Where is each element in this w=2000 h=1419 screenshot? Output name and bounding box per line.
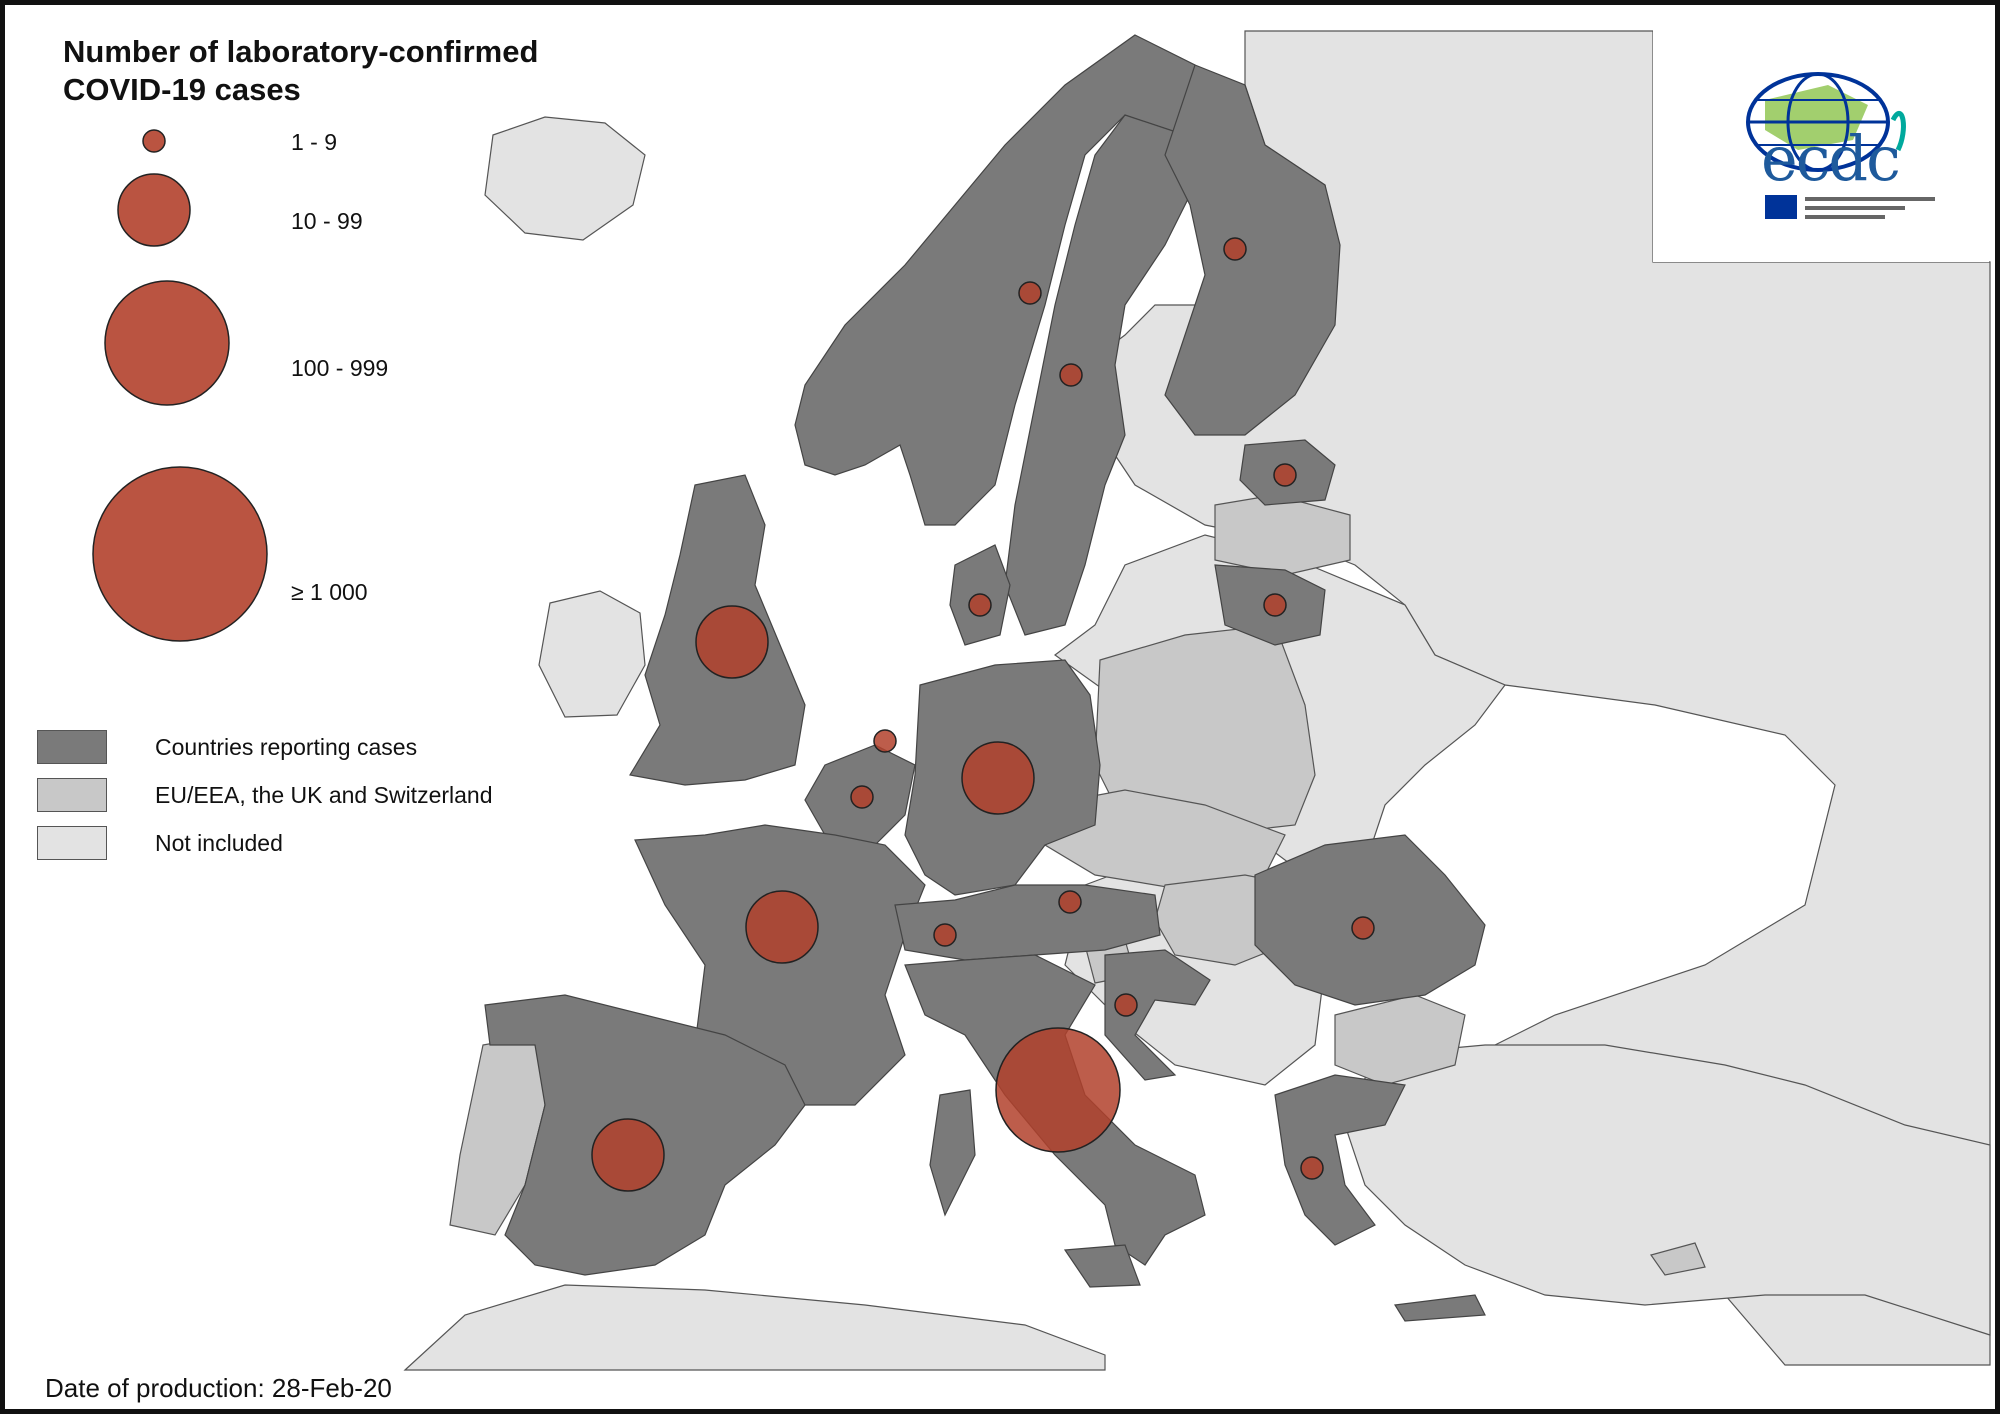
- bubble-netherlands[interactable]: [873, 729, 897, 753]
- case-bubbles: [591, 237, 1375, 1192]
- bubble-lithuania[interactable]: [1263, 593, 1287, 617]
- bubble-croatia[interactable]: [1114, 993, 1138, 1017]
- legend-bubble-10-99: [117, 173, 191, 247]
- bubble-germany[interactable]: [961, 741, 1035, 815]
- legend-label-reporting: Countries reporting cases: [155, 734, 418, 760]
- bubble-sweden[interactable]: [1059, 363, 1083, 387]
- legend-swatch-not-included: [37, 826, 107, 860]
- legend-size-label-1: 1 - 9: [291, 129, 338, 155]
- region-iceland: [484, 116, 646, 241]
- legend-label-eu-eea: EU/EEA, the UK and Switzerland: [155, 782, 493, 808]
- legend-swatch-reporting: [37, 730, 107, 764]
- ecdc-logo-graphic: [1746, 72, 1935, 219]
- legend-size-label-3: 100 - 999: [291, 355, 389, 381]
- region-turkey: [1344, 1044, 1991, 1336]
- region-sicily: [1063, 1244, 1141, 1288]
- ecdc-logo-text: ecdc: [1761, 122, 1901, 195]
- legend-swatch-eu-eea: [37, 778, 107, 812]
- date-of-production: Date of production: 28-Feb-20: [45, 1373, 392, 1403]
- bubble-france[interactable]: [745, 890, 819, 964]
- legend-bubble-100-999: [104, 280, 230, 406]
- region-north-africa: [403, 1284, 1106, 1371]
- region-sardinia: [929, 1089, 976, 1217]
- bubble-switzerland[interactable]: [933, 923, 957, 947]
- bubble-belgium[interactable]: [850, 785, 874, 809]
- bubble-greece[interactable]: [1300, 1156, 1324, 1180]
- legend-bubble-1-9: [142, 129, 166, 153]
- region-crete: [1393, 1294, 1486, 1322]
- legend-size-bubbles: [92, 129, 268, 642]
- legend-bubble-1000: [92, 466, 268, 642]
- bubble-austria[interactable]: [1058, 890, 1082, 914]
- bubble-united-kingdom[interactable]: [695, 605, 769, 679]
- bubble-finland[interactable]: [1223, 237, 1247, 261]
- region-cyprus: [1650, 1242, 1706, 1276]
- region-greece: [1274, 1074, 1406, 1246]
- eu-eea-regions: [449, 494, 1706, 1276]
- region-finland: [1164, 64, 1341, 436]
- region-croatia: [1104, 949, 1211, 1081]
- europe-map[interactable]: [5, 5, 2000, 1419]
- legend-size-label-2: 10 - 99: [291, 208, 363, 234]
- bubble-denmark[interactable]: [968, 593, 992, 617]
- legend-size-label-4: ≥ 1 000: [291, 579, 368, 605]
- bubble-spain[interactable]: [591, 1118, 665, 1192]
- legend-title-line1: Number of laboratory-confirmed: [63, 34, 539, 69]
- bubble-norway[interactable]: [1018, 281, 1042, 305]
- ecdc-logo: ecdc: [1653, 30, 1989, 262]
- region-switzerland-austria: [894, 884, 1161, 961]
- bubble-romania[interactable]: [1351, 916, 1375, 940]
- region-ireland: [538, 590, 646, 718]
- bubble-italy[interactable]: [995, 1027, 1121, 1153]
- legend-title-line2: COVID-19 cases: [63, 72, 301, 107]
- legend-label-not-included: Not included: [155, 830, 283, 856]
- bubble-estonia[interactable]: [1273, 463, 1297, 487]
- legend-title: Number of laboratory-confirmed COVID-19 …: [63, 33, 538, 109]
- region-sweden: [1004, 114, 1196, 636]
